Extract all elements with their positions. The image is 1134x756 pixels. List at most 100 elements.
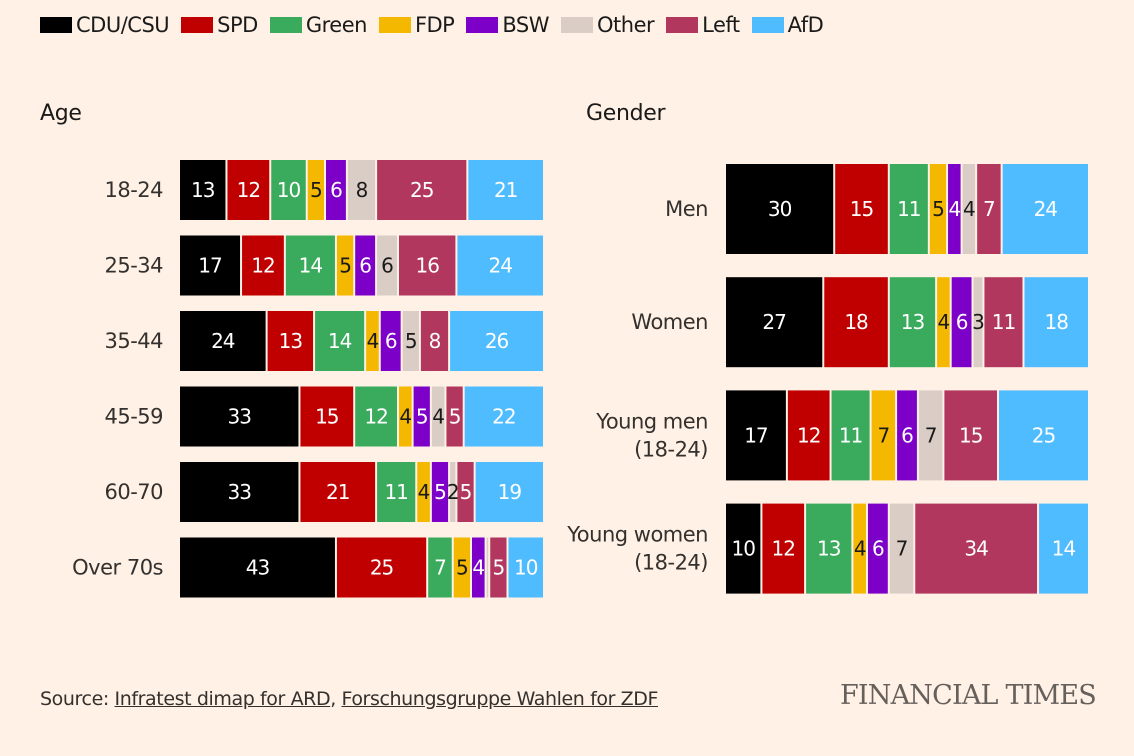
category-label: 25-34 <box>104 254 163 278</box>
bar-segment <box>420 311 449 371</box>
value-label: 11 <box>992 310 1015 334</box>
value-label: 14 <box>1052 537 1076 561</box>
bar-segment <box>377 235 397 296</box>
bar-segment <box>399 386 412 447</box>
bar-segment <box>490 537 507 598</box>
bar-segment <box>180 386 299 447</box>
bar-segment <box>977 164 1001 254</box>
value-label: 24 <box>1034 197 1058 221</box>
value-label: 34 <box>964 537 988 561</box>
age-panel-title: Age <box>40 101 82 126</box>
value-label: 33 <box>227 405 251 429</box>
bar-segment <box>180 462 299 522</box>
value-label: 4 <box>472 556 484 580</box>
value-label: 8 <box>429 329 441 353</box>
bar-segment <box>180 160 226 220</box>
bar-segment <box>944 390 997 481</box>
value-label: 13 <box>817 537 841 561</box>
bar-segment <box>402 311 419 371</box>
value-label: 19 <box>498 480 522 504</box>
value-label: 7 <box>983 197 995 221</box>
value-label: 4 <box>367 329 379 353</box>
value-label: 7 <box>896 537 908 561</box>
value-label: 7 <box>877 423 889 447</box>
bar-segment <box>450 462 456 522</box>
legend-item: Other <box>561 13 655 37</box>
legend-item: BSW <box>466 13 549 37</box>
legend-item: CDU/CSU <box>40 13 170 37</box>
bar-segment <box>267 311 314 371</box>
value-label: 6 <box>330 178 342 202</box>
bar-segment <box>1039 503 1088 594</box>
legend-swatch <box>466 17 499 33</box>
value-label: 15 <box>959 423 982 447</box>
legend-label: BSW <box>502 13 549 37</box>
value-label: 5 <box>416 405 428 429</box>
bar-segment <box>300 386 354 447</box>
bar-segment <box>1002 164 1088 254</box>
bar-segment <box>271 160 306 220</box>
value-label: 4 <box>938 310 950 334</box>
value-label: 43 <box>246 556 270 580</box>
bar-segment <box>450 311 543 371</box>
category-label: Over 70s <box>72 556 163 580</box>
bar-segment <box>326 160 346 220</box>
value-label: 6 <box>901 423 913 447</box>
value-label: 6 <box>381 254 393 278</box>
legend-swatch <box>40 17 72 33</box>
bar-segment <box>355 386 397 447</box>
bar-segment <box>948 164 961 254</box>
legend-item: FDP <box>378 13 455 37</box>
bar-segment <box>377 462 416 522</box>
category-label: Men <box>665 197 708 221</box>
bar-segment <box>417 462 430 522</box>
bar-segment <box>508 537 543 598</box>
value-label: 10 <box>731 537 755 561</box>
legend-swatch <box>378 17 411 33</box>
value-label: 13 <box>279 329 303 353</box>
bar-segment <box>336 537 427 598</box>
value-label: 4 <box>432 405 444 429</box>
value-label: 6 <box>385 329 397 353</box>
source-link-forschungsgruppe[interactable]: Forschungsgruppe Wahlen for ZDF <box>341 688 659 710</box>
bar-segment <box>377 160 467 220</box>
bar-segment <box>937 277 950 368</box>
bar-segment <box>726 503 761 594</box>
bar-segment <box>300 462 376 522</box>
value-label: 21 <box>326 480 349 504</box>
value-label: 25 <box>370 556 393 580</box>
bar-segment <box>472 537 485 598</box>
value-label: 12 <box>797 423 820 447</box>
value-label: 6 <box>872 537 884 561</box>
legend-label: Green <box>305 13 368 37</box>
value-label: 15 <box>850 197 873 221</box>
bar-segment <box>413 386 430 447</box>
bar-segment <box>446 386 463 447</box>
value-label: 5 <box>310 178 322 202</box>
value-label: 8 <box>356 178 368 202</box>
bar-segment <box>962 164 976 254</box>
bar-segment <box>431 462 449 522</box>
value-label: 2 <box>447 480 459 504</box>
category-label: Women <box>631 310 708 334</box>
source-separator: , <box>330 688 342 710</box>
value-label: 5 <box>456 556 468 580</box>
source-link-infratest[interactable]: Infratest dimap for ARD <box>114 688 331 710</box>
bar-segment <box>1024 277 1088 368</box>
category-label: Young men <box>595 409 708 433</box>
value-label: 6 <box>359 254 371 278</box>
category-label: 45-59 <box>104 405 163 429</box>
value-label: 26 <box>485 329 509 353</box>
bar-segment <box>336 235 354 296</box>
bar-segment <box>915 503 1038 594</box>
value-label: 30 <box>768 197 792 221</box>
bar-segment <box>726 277 823 368</box>
value-label: 3 <box>972 310 984 334</box>
value-label: 15 <box>315 405 338 429</box>
bar-segment <box>831 390 870 481</box>
bar-segment <box>428 537 452 598</box>
bar-segment <box>806 503 852 594</box>
legend-label: FDP <box>414 13 455 37</box>
bar-segment <box>242 235 284 296</box>
gender-panel-title: Gender <box>586 101 666 126</box>
